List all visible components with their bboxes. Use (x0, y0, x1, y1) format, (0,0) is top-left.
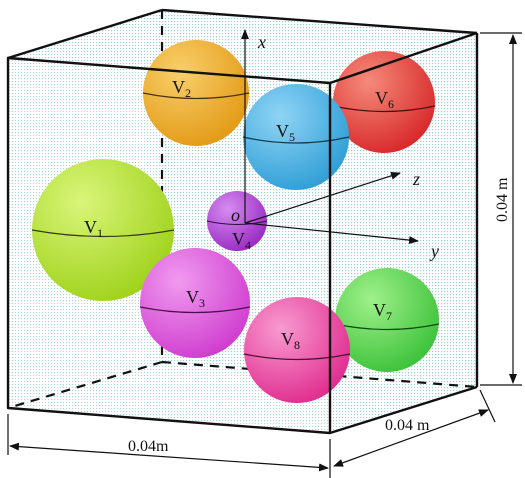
sphere-V6: V6 (332, 51, 436, 153)
svg-text:V3: V3 (186, 287, 205, 310)
coordinate-axes (241, 29, 419, 245)
y-axis (244, 222, 419, 245)
sphere-V8: V8 (243, 297, 351, 403)
svg-text:V7: V7 (373, 300, 392, 323)
width-dimension-line (9, 442, 329, 472)
y-axis-label: y (429, 241, 439, 261)
sphere-V1: V1 (31, 159, 175, 301)
depth-dimension-label: 0.04 m (385, 417, 430, 434)
svg-text:V1: V1 (84, 217, 103, 240)
height-dimension-label: 0.04 m (494, 177, 511, 222)
sphere-V5: V5 (242, 84, 350, 190)
svg-text:V2: V2 (172, 77, 191, 100)
sphere-V4: V4 (206, 191, 268, 252)
x-axis-label: x (257, 32, 266, 52)
z-axis (244, 171, 401, 224)
svg-text:V5: V5 (276, 121, 295, 144)
svg-text:V6: V6 (375, 88, 394, 111)
sphere-V3: V3 (139, 248, 251, 358)
dimension-lines (7, 32, 522, 478)
svg-text:V4: V4 (232, 229, 251, 252)
z-axis-label: z (412, 169, 420, 189)
depth-dimension-line (333, 409, 489, 467)
origin-label: o (231, 205, 240, 225)
sphere-V2: V2 (142, 40, 250, 146)
sphere-V7: V7 (334, 268, 440, 372)
svg-text:V8: V8 (281, 329, 300, 352)
width-dimension-label: 0.04m (128, 438, 169, 455)
